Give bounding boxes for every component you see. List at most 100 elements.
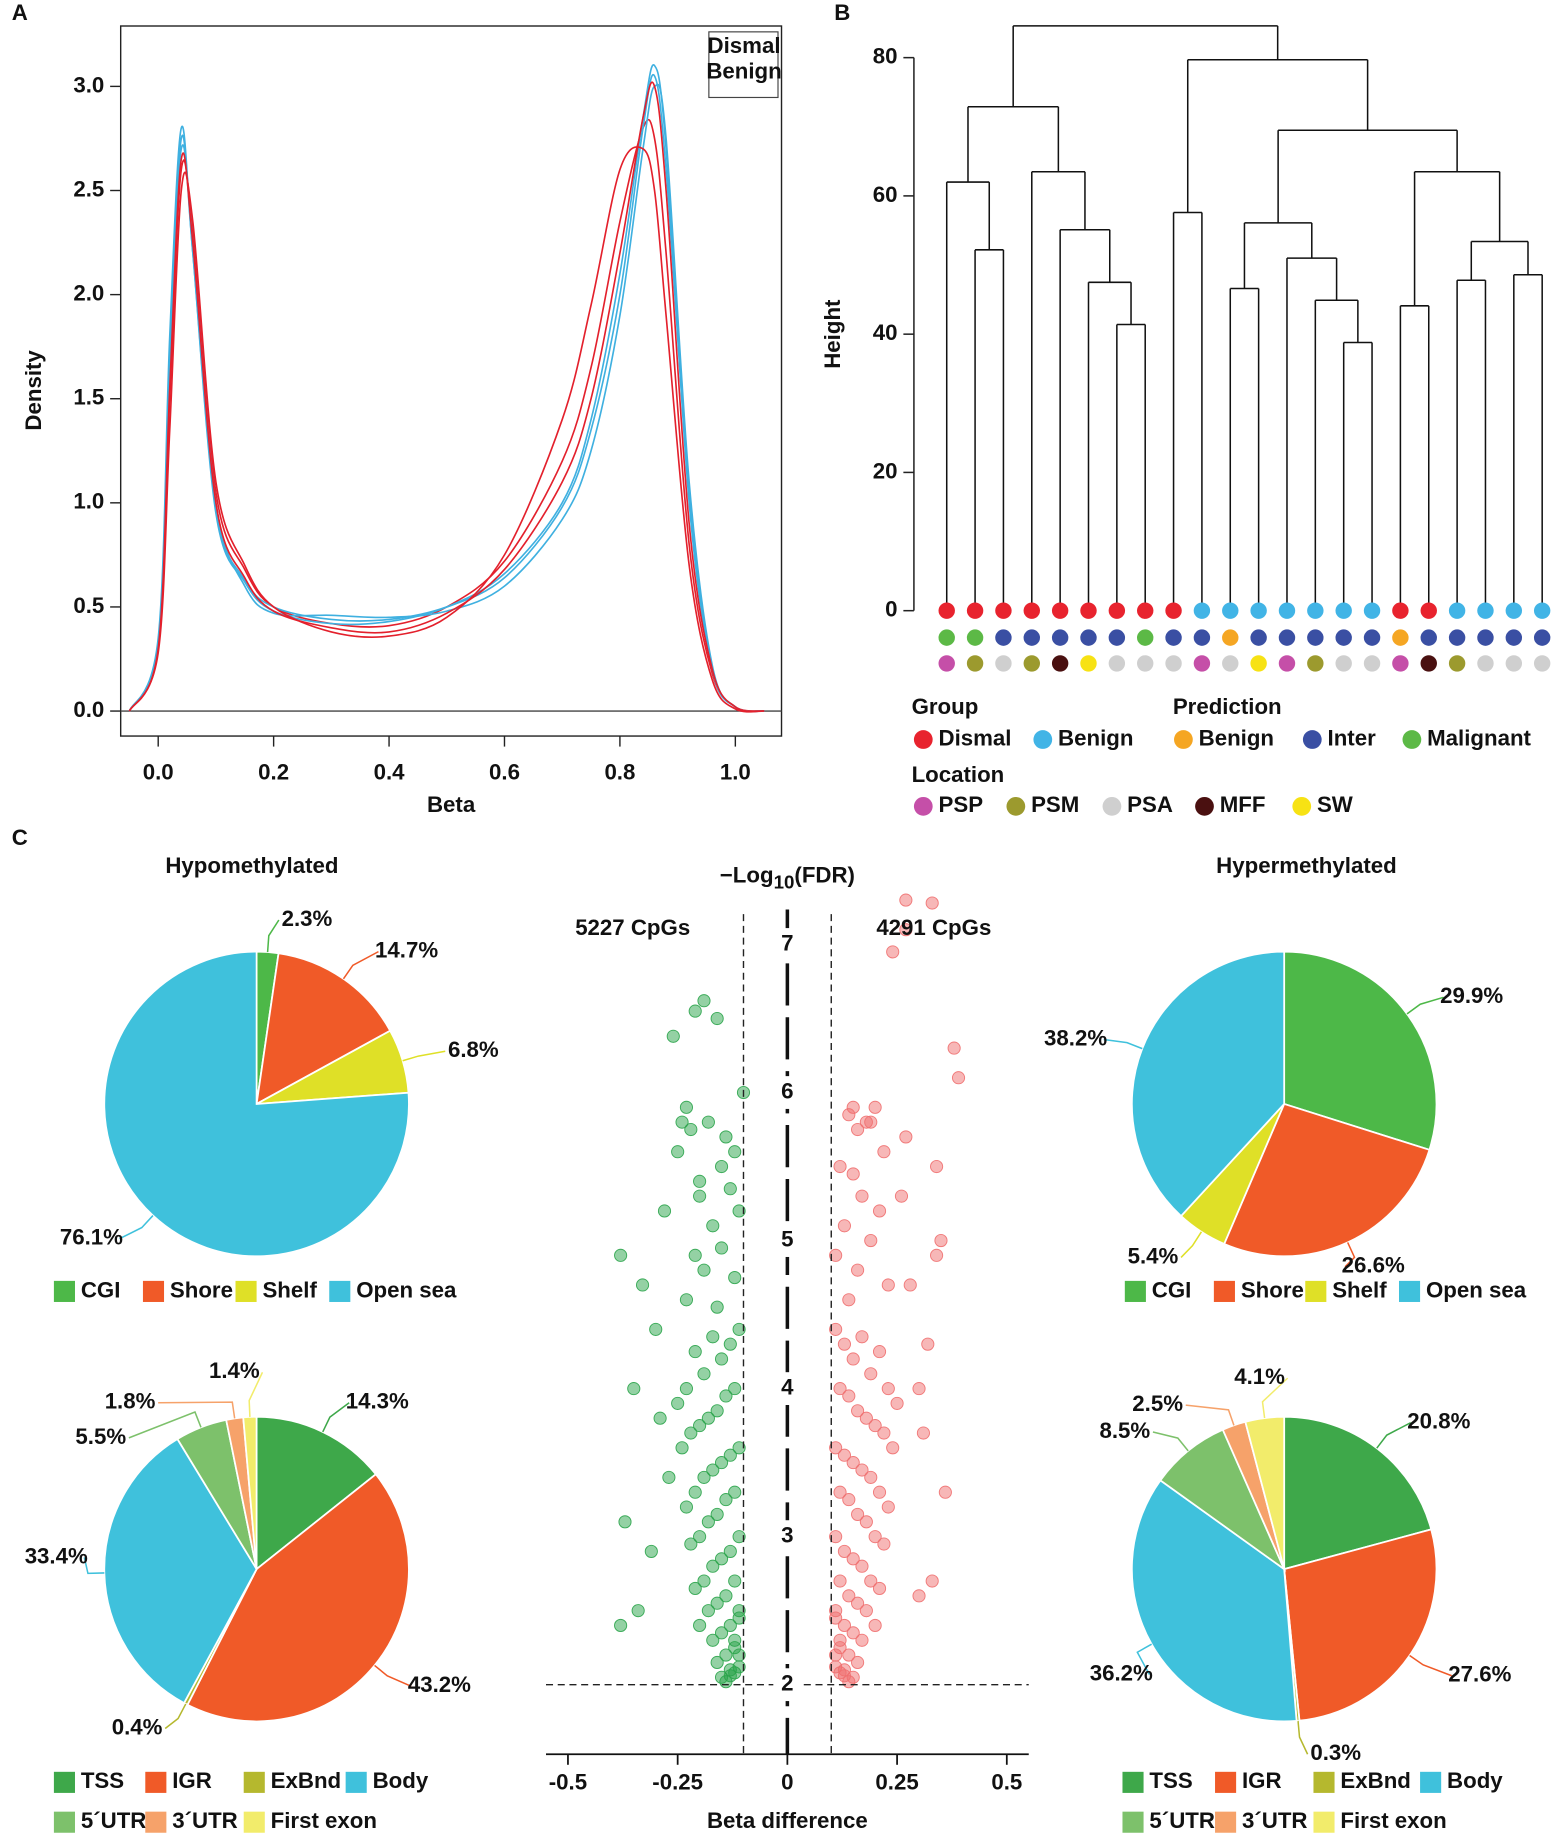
cpg-point <box>627 1382 641 1396</box>
annotation: 4291 CpGs <box>876 915 991 940</box>
cpg-point <box>728 1271 742 1285</box>
leaf-dot <box>1051 602 1069 619</box>
cpg-point <box>618 1515 632 1529</box>
density-curve <box>128 83 765 713</box>
y-tick-mask <box>773 1668 802 1702</box>
leader-line <box>322 1402 350 1433</box>
legend-label: 5´UTR <box>1149 1808 1215 1833</box>
y-tick-mask <box>773 1076 802 1109</box>
cpg-point <box>732 1660 746 1674</box>
y-tick-label: 3 <box>781 1523 793 1548</box>
leaf-dot <box>1448 655 1466 672</box>
leader-line <box>1406 996 1444 1015</box>
dendrogram-branch <box>1229 287 1260 611</box>
legend-dot <box>1302 730 1322 749</box>
cpg-point <box>671 1145 685 1159</box>
cpg-point <box>930 1159 944 1174</box>
pie-slice <box>1283 950 1438 1151</box>
leader-line <box>1261 1377 1289 1419</box>
cpg-point <box>886 1441 900 1455</box>
cpg-point <box>868 1100 882 1114</box>
slice-label: 5.5% <box>75 1424 126 1449</box>
cpg-point <box>837 1544 851 1558</box>
leaf-dot <box>1023 629 1040 646</box>
pie-slice <box>255 1415 378 1571</box>
dendrogram-branch <box>1456 279 1487 611</box>
leader-line <box>266 919 280 953</box>
leaf-dot <box>1137 602 1154 619</box>
x-tick-label: -0.25 <box>652 1769 703 1794</box>
legend-label: Dismal <box>939 725 1012 750</box>
leader-line <box>1103 1038 1143 1050</box>
leaf-dot <box>1335 629 1352 646</box>
leaf-dot <box>1080 602 1097 619</box>
y-tick-mask <box>773 1372 802 1405</box>
cpg-point <box>829 1604 843 1618</box>
cpg-point <box>679 1382 693 1396</box>
cpg-point <box>833 1574 847 1588</box>
slice-label: 33.4% <box>25 1543 88 1568</box>
legend-swatch <box>1313 1811 1335 1833</box>
legend-dot <box>913 796 933 816</box>
legend-label: ExBnd <box>271 1768 341 1793</box>
legend-label: PSA <box>1127 792 1173 817</box>
y-tick-mask <box>773 1224 802 1257</box>
y-tick-label: 7 <box>781 930 793 955</box>
legend-title: Location <box>912 762 1005 787</box>
cpg-point <box>728 1574 742 1588</box>
cpg-point <box>679 1293 693 1307</box>
leader-line <box>1152 1431 1189 1452</box>
y-tick-label: 2.0 <box>73 280 104 305</box>
cpg-point <box>714 1159 729 1174</box>
cpg-point <box>864 1233 878 1248</box>
pie-slice <box>186 1473 410 1723</box>
cpg-point <box>728 1485 742 1499</box>
cpg-point <box>706 1463 720 1477</box>
dendrogram-branch <box>1059 229 1111 611</box>
legend-label: Open sea <box>356 1277 457 1302</box>
leaf-dot <box>1533 629 1551 646</box>
cpg-point <box>864 1574 878 1588</box>
cpg-point <box>684 1537 698 1551</box>
cpg-point <box>872 1581 887 1596</box>
cpg-point <box>855 1463 869 1477</box>
y-tick-label: 20 <box>873 458 898 483</box>
legend-dot <box>1402 730 1422 749</box>
legend-dot <box>1292 796 1312 816</box>
leaf-dot <box>1477 602 1494 619</box>
cpg-point <box>688 1345 702 1359</box>
leaf-dot <box>995 655 1012 672</box>
cpg-point <box>868 1419 882 1433</box>
cpg-point <box>693 1189 707 1203</box>
leader-line <box>1185 1404 1235 1426</box>
slice-label: 14.7% <box>375 938 438 963</box>
cpg-point <box>842 1389 856 1403</box>
legend-label: Body <box>1447 1768 1503 1793</box>
leaf-dot <box>1448 602 1466 619</box>
cpg-point <box>837 1618 851 1633</box>
slice-label: 5.4% <box>1128 1243 1179 1268</box>
legend-swatch <box>1215 1771 1237 1793</box>
leaf-dot <box>1533 655 1551 672</box>
cpg-point <box>653 1411 667 1425</box>
leaf-dot <box>966 629 984 646</box>
pie-slice <box>1283 1528 1438 1722</box>
slice-label: 76.1% <box>60 1225 123 1250</box>
cpg-point <box>688 1248 702 1262</box>
cpg-point <box>723 1182 737 1196</box>
cpg-point <box>706 1330 720 1344</box>
legend-label: Shore <box>170 1277 233 1302</box>
legend-label: TSS <box>81 1768 124 1793</box>
cpg-point <box>614 1248 628 1262</box>
cpg-point <box>714 1552 729 1566</box>
cpg-point <box>701 1411 715 1425</box>
leaf-dot <box>1505 602 1523 619</box>
cpg-point <box>903 1278 917 1292</box>
leaf-dot <box>1108 655 1126 672</box>
leaf-dot <box>1137 629 1154 646</box>
leaf-dot <box>1165 602 1182 619</box>
y-tick-label: 2.5 <box>73 176 104 201</box>
cpg-point <box>855 1189 869 1203</box>
